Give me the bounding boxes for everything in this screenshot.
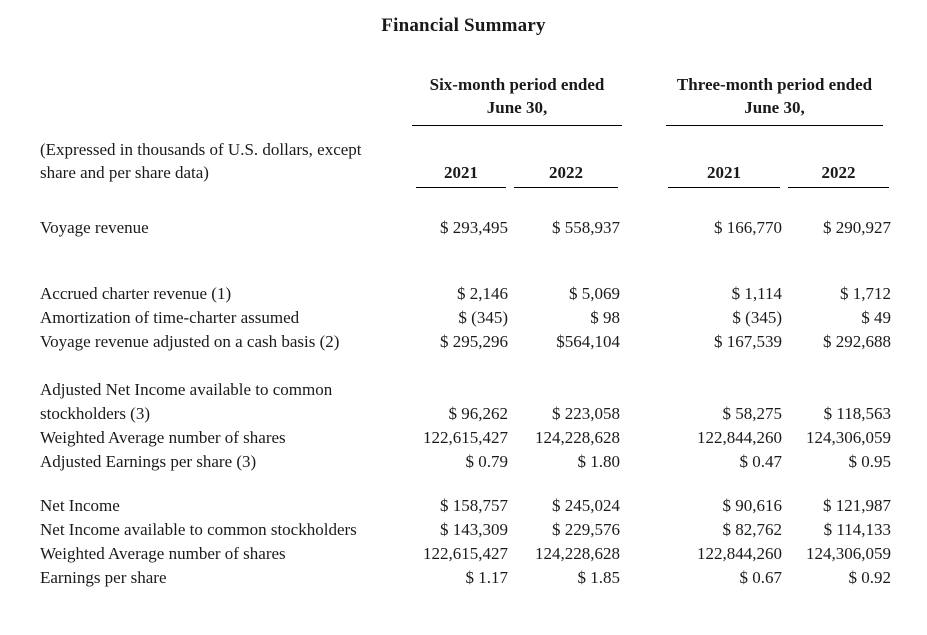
cell-value: 122,615,427	[423, 428, 508, 447]
cell-value: $ 290,927	[823, 218, 892, 237]
table-row: Weighted Average number of shares 122,61…	[40, 542, 893, 566]
row-label: Voyage revenue adjusted on a cash basis …	[40, 332, 340, 351]
cell-value: $ 0.92	[848, 568, 892, 587]
group-header-row: Six-month period ended June 30, Three-mo…	[40, 73, 893, 126]
cell-value: 124,228,628	[535, 544, 620, 563]
cell-value: 124,306,059	[806, 428, 892, 447]
cell-value: $ 114,133	[823, 520, 892, 539]
row-label: Earnings per share	[40, 568, 167, 587]
group-title-line1: Six-month period ended	[429, 75, 605, 94]
row-label: Adjusted Earnings per share (3)	[40, 452, 257, 471]
table-row: Adjusted Earnings per share (3) $ 0.79 $…	[40, 450, 893, 474]
cell-value: $ 118,563	[823, 404, 892, 423]
table-row: Amortization of time-charter assumed $ (…	[40, 306, 893, 330]
financial-summary-table: Six-month period ended June 30, Three-mo…	[40, 73, 893, 590]
cell-value: $ 167,539	[714, 332, 782, 351]
cell-value: $ 1.17	[465, 568, 509, 587]
row-label: Accrued charter revenue (1)	[40, 284, 232, 303]
group-title-line2: June 30,	[486, 98, 548, 117]
cell-value: $ 158,757	[440, 496, 508, 515]
table-row: Earnings per share $ 1.17 $ 1.85 $ 0.67 …	[40, 566, 893, 590]
table-row: Weighted Average number of shares 122,61…	[40, 426, 893, 450]
cell-value: 124,228,628	[535, 428, 620, 447]
cell-value: $564,104	[556, 332, 620, 351]
table-row: Net Income available to common stockhold…	[40, 518, 893, 542]
row-label: Net Income available to common stockhold…	[40, 520, 357, 539]
row-label: Net Income	[40, 496, 120, 515]
group-title-line2: June 30,	[744, 98, 805, 117]
year-header-six-2022: 2022	[510, 138, 622, 188]
cell-value: $ 0.79	[465, 452, 509, 471]
cell-value: $ (345)	[458, 308, 508, 327]
units-note: (Expressed in thousands of U.S. dollars,…	[40, 138, 412, 188]
row-label: Adjusted Net Income available to common …	[40, 380, 333, 423]
cell-value: $ 295,296	[440, 332, 508, 351]
cell-value: $ 1.85	[577, 568, 621, 587]
cell-value: $ 90,616	[722, 496, 783, 515]
cell-value: $ 49	[861, 308, 892, 327]
row-label: Weighted Average number of shares	[40, 428, 286, 447]
cell-value: $ 293,495	[440, 218, 508, 237]
page-title: Financial Summary	[381, 15, 546, 36]
cell-value: $ 166,770	[714, 218, 782, 237]
group-header-three-month: Three-month period ended June 30,	[664, 73, 893, 126]
cell-value: $ 58,275	[722, 404, 783, 423]
group-header-six-month: Six-month period ended June 30,	[412, 73, 622, 126]
cell-value: $ 0.47	[739, 452, 783, 471]
year-header-three-2022: 2022	[784, 138, 893, 188]
table-row: Adjusted Net Income available to common …	[40, 378, 893, 426]
table-row: Net Income $ 158,757 $ 245,024 $ 90,616 …	[40, 494, 893, 518]
cell-value: 122,615,427	[423, 544, 508, 563]
cell-value: $ 98	[590, 308, 620, 327]
cell-value: $ 223,058	[552, 404, 620, 423]
cell-value: $ 245,024	[552, 496, 620, 515]
cell-value: $ 2,146	[457, 284, 508, 303]
cell-value: $ 1,114	[731, 284, 782, 303]
cell-value: $ 0.67	[739, 568, 783, 587]
table-row: Voyage revenue $ 293,495 $ 558,937 $ 166…	[40, 216, 893, 240]
cell-value: $ 0.95	[848, 452, 892, 471]
cell-value: $ 229,576	[552, 520, 620, 539]
row-label: Voyage revenue	[40, 218, 149, 237]
year-header-six-2021: 2021	[412, 138, 510, 188]
table-row: Accrued charter revenue (1) $ 2,146 $ 5,…	[40, 282, 893, 306]
group-title-line1: Three-month period ended	[676, 75, 873, 94]
year-header-row: (Expressed in thousands of U.S. dollars,…	[40, 138, 893, 188]
cell-value: $ 5,069	[569, 284, 620, 303]
cell-value: $ 1,712	[840, 284, 892, 303]
cell-value: 124,306,059	[806, 544, 892, 563]
units-note-line2: share and per share data)	[40, 163, 209, 182]
year-header-three-2021: 2021	[664, 138, 784, 188]
cell-value: 122,844,260	[697, 428, 782, 447]
cell-value: 122,844,260	[697, 544, 782, 563]
cell-value: $ 82,762	[722, 520, 783, 539]
cell-value: $ 558,937	[552, 218, 620, 237]
cell-value: $ 143,309	[440, 520, 508, 539]
row-label: Amortization of time-charter assumed	[40, 308, 300, 327]
table-row: Voyage revenue adjusted on a cash basis …	[40, 330, 893, 354]
cell-value: $ 96,262	[448, 404, 509, 423]
cell-value: $ 121,987	[823, 496, 892, 515]
row-label: Weighted Average number of shares	[40, 544, 286, 563]
cell-value: $ 292,688	[823, 332, 892, 351]
cell-value: $ 1.80	[577, 452, 621, 471]
units-note-line1: (Expressed in thousands of U.S. dollars,…	[40, 140, 362, 159]
cell-value: $ (345)	[732, 308, 782, 327]
